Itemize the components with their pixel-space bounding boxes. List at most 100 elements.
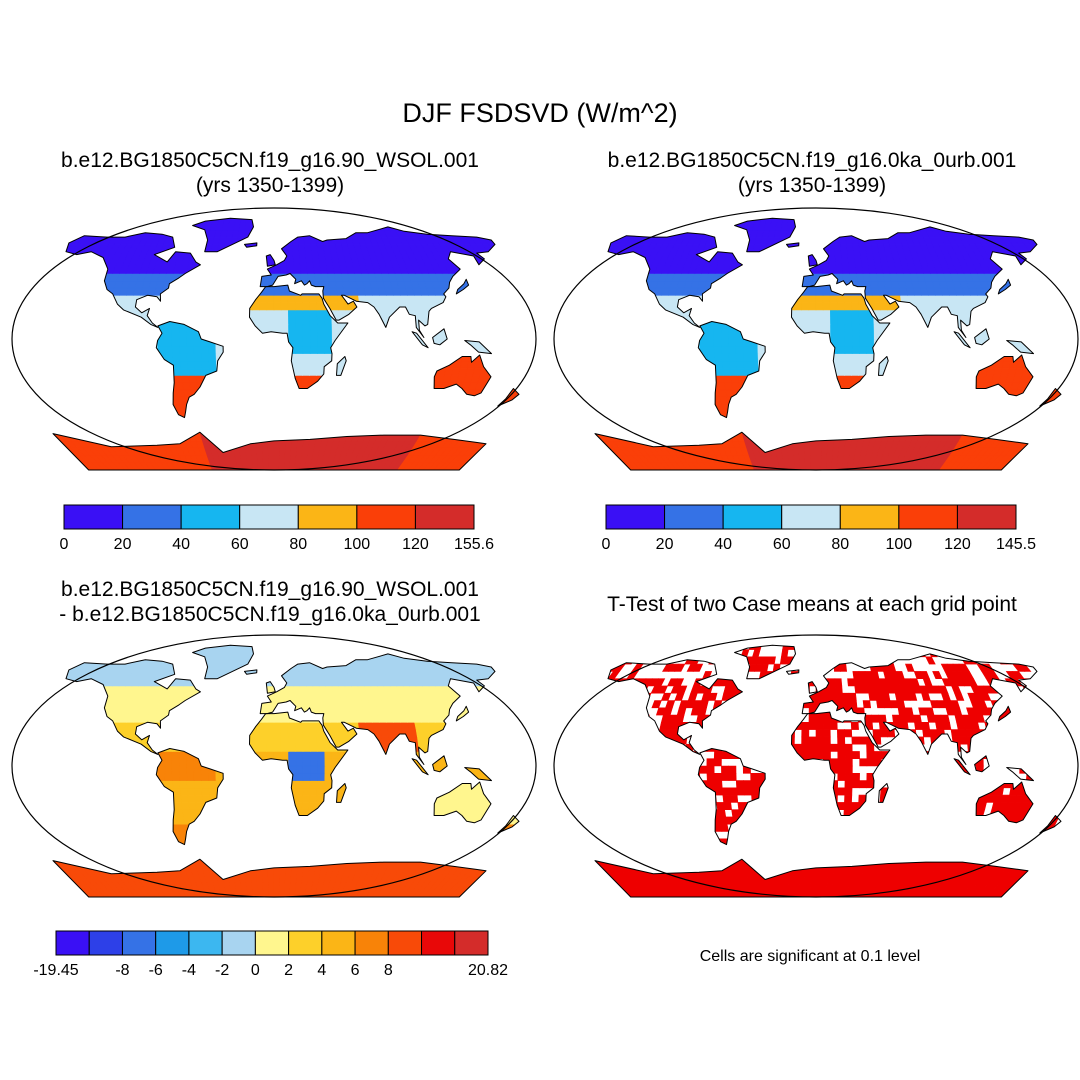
coastline-japan	[997, 278, 1012, 295]
coastline-japan	[455, 278, 470, 295]
colorbar-difference-label: -19.45	[33, 962, 78, 979]
coastline-australia	[433, 781, 492, 824]
panel-title-case2-line2: (yrs 1350-1399)	[737, 174, 887, 197]
coastline-north-america	[65, 232, 201, 328]
colorbar-difference-box	[321, 930, 356, 956]
colorbar-case2-box	[605, 504, 666, 530]
coastline-greenland	[192, 644, 254, 680]
coastline-sumatra	[411, 758, 429, 776]
colorbar-case1-label: 155.6	[454, 536, 494, 553]
colorbar-difference-label: -2	[215, 962, 229, 979]
coastline-greenland	[734, 644, 796, 680]
coastline-africa	[249, 284, 349, 389]
colorbar-case2-box	[664, 504, 724, 530]
map-border	[553, 634, 1079, 898]
coastline-sumatra	[953, 758, 971, 776]
coastline-britain	[807, 681, 818, 694]
panel-title-case1-line2: (yrs 1350-1399)	[195, 174, 345, 197]
coastline-antarctica	[52, 431, 487, 471]
coastline-madagascar	[878, 783, 889, 803]
colorbar-difference-box	[155, 930, 190, 956]
colorbar-case1-box	[239, 504, 299, 530]
coastline-antarctica	[594, 858, 1029, 898]
colorbar-case1-label: 0	[60, 536, 69, 553]
coastline-sumatra	[953, 331, 971, 349]
coastline-britain	[807, 254, 818, 267]
coastline-north-america	[607, 232, 743, 328]
colorbar-case1-box	[356, 504, 416, 530]
colorbar-case2-label: 120	[944, 536, 971, 553]
map-border	[11, 207, 537, 471]
coastline-iceland	[786, 669, 800, 675]
panel-title-difference: b.e12.BG1850C5CN.f19_g16.90_WSOL.001 - b…	[10, 577, 530, 627]
colorbar-case2-box	[956, 504, 1017, 530]
colorbar-difference-box	[254, 930, 290, 956]
panel-title-case2: b.e12.BG1850C5CN.f19_g16.0ka_0urb.001 (y…	[552, 148, 1072, 198]
main-title: DJF FSDSVD (W/m^2)	[402, 98, 678, 128]
colorbar-difference-box	[221, 930, 256, 956]
colorbar-case1-box	[297, 504, 358, 530]
coastline-japan	[455, 705, 470, 722]
panel-title-case1: b.e12.BG1850C5CN.f19_g16.90_WSOL.001 (yr…	[10, 148, 530, 198]
coastline-australia	[975, 354, 1034, 397]
coastline-greenland	[192, 217, 254, 253]
coastline-new-guinea	[464, 767, 492, 782]
coastline-borneo	[974, 755, 990, 773]
colorbar-case2-label: 40	[714, 536, 732, 553]
coastline-new-zealand	[497, 815, 520, 834]
coastline-iceland	[244, 242, 258, 248]
coastline-new-guinea	[1006, 767, 1034, 782]
panel-title-case1-line1: b.e12.BG1850C5CN.f19_g16.90_WSOL.001	[61, 149, 479, 172]
coastline-borneo	[432, 328, 448, 346]
coastline-new-zealand	[1039, 388, 1062, 407]
colorbar-case2-label: 0	[602, 536, 611, 553]
colorbar-case2-label: 60	[773, 536, 791, 553]
colorbar-case1-label: 40	[172, 536, 190, 553]
colorbar-difference-label: -8	[115, 962, 129, 979]
colorbar-difference-label: 6	[351, 962, 360, 979]
significance-note: Cells are significant at 0.1 level	[699, 948, 921, 965]
colorbar-case1-label: 20	[114, 536, 132, 553]
colorbar-case1-label: 100	[344, 536, 371, 553]
colorbar-difference-box	[421, 930, 456, 956]
colorbar-case2-label: 145.5	[996, 536, 1036, 553]
coastline-new-zealand	[1039, 815, 1062, 834]
colorbar-difference-label: 8	[384, 962, 393, 979]
coastline-north-america	[65, 659, 201, 755]
colorbar-difference-box	[188, 930, 223, 956]
colorbar-difference-label: 20.82	[468, 962, 508, 979]
colorbar-case1-label: 120	[402, 536, 429, 553]
panel-title-difference-line1: b.e12.BG1850C5CN.f19_g16.90_WSOL.001	[61, 578, 479, 601]
map-case2	[553, 207, 1079, 471]
colorbar-difference-box	[387, 930, 423, 956]
colorbar-difference-label: 4	[317, 962, 326, 979]
coastline-africa	[791, 711, 891, 816]
colorbar-case2-label: 20	[656, 536, 674, 553]
colorbar-difference-box	[288, 930, 323, 956]
coastline-madagascar	[878, 356, 889, 376]
coastline-eurasia	[259, 226, 496, 338]
colorbar-case1-box	[414, 504, 475, 530]
coastline-borneo	[974, 328, 990, 346]
coastline-africa	[249, 711, 349, 816]
map-difference	[11, 634, 537, 898]
colorbar-case2: 0 20 40 60 80 100 120 145.5	[602, 504, 1036, 553]
coastline-iceland	[786, 242, 800, 248]
coastline-eurasia	[259, 653, 496, 765]
coastline-new-guinea	[1006, 340, 1034, 355]
colorbar-case2-label: 80	[831, 536, 849, 553]
coastline-antarctica	[52, 858, 487, 898]
colorbar-difference-label: 2	[284, 962, 293, 979]
panel-title-ttest: T-Test of two Case means at each grid po…	[607, 593, 1017, 616]
colorbar-difference-label: -6	[149, 962, 163, 979]
colorbar-difference-label: -4	[182, 962, 196, 979]
colorbar-difference-box	[121, 930, 157, 956]
colorbar-case1-box	[180, 504, 241, 530]
coastline-madagascar	[336, 356, 347, 376]
map-case1	[11, 207, 537, 471]
colorbar-difference-box	[55, 930, 90, 956]
colorbar-case2-box	[722, 504, 783, 530]
panel-title-case2-line1: b.e12.BG1850C5CN.f19_g16.0ka_0urb.001	[607, 149, 1017, 172]
map-border	[11, 634, 537, 898]
coastline-greenland	[734, 217, 796, 253]
